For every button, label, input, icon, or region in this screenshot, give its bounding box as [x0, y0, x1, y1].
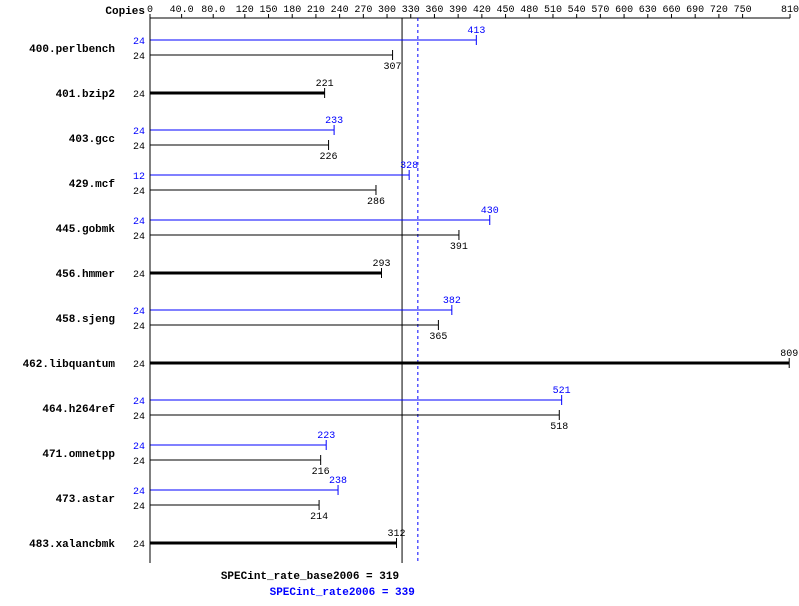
bar-value: 286: [367, 197, 385, 208]
copies-value: 24: [133, 502, 145, 513]
benchmark-name: 471.omnetpp: [42, 449, 115, 461]
bar-value: 226: [320, 152, 338, 163]
bar-value: 293: [372, 259, 390, 270]
bar-value: 328: [400, 161, 418, 172]
copies-value: 12: [133, 172, 145, 183]
tick-label: 120: [236, 5, 254, 16]
benchmark-name: 473.astar: [56, 494, 115, 506]
benchmark-name: 445.gobmk: [56, 224, 116, 236]
copies-value: 24: [133, 270, 145, 281]
tick-label: 80.0: [201, 5, 225, 16]
tick-label: 540: [568, 5, 586, 16]
copies-value: 24: [133, 412, 145, 423]
benchmark-name: 456.hmmer: [56, 269, 115, 281]
copies-value: 24: [133, 457, 145, 468]
copies-value: 24: [133, 442, 145, 453]
tick-label: 600: [615, 5, 633, 16]
bar-value: 518: [550, 422, 568, 433]
tick-label: 390: [449, 5, 467, 16]
bar-value: 216: [312, 467, 330, 478]
copies-value: 24: [133, 397, 145, 408]
benchmark-name: 403.gcc: [69, 134, 115, 146]
copies-value: 24: [133, 217, 145, 228]
tick-label: 420: [473, 5, 491, 16]
tick-label: 690: [686, 5, 704, 16]
bar-value: 221: [316, 79, 334, 90]
tick-label: 360: [425, 5, 443, 16]
copies-header: Copies: [105, 6, 145, 18]
tick-label: 150: [260, 5, 278, 16]
ref-label-base: SPECint_rate_base2006 = 319: [221, 571, 399, 583]
tick-label: 180: [283, 5, 301, 16]
tick-label: 300: [378, 5, 396, 16]
copies-value: 24: [133, 487, 145, 498]
tick-label: 450: [497, 5, 515, 16]
tick-label: 210: [307, 5, 325, 16]
benchmark-name: 483.xalancbmk: [29, 539, 115, 551]
tick-label: 720: [710, 5, 728, 16]
chart-container: 040.080.01201501802102402703003303603904…: [0, 0, 799, 606]
tick-label: 630: [639, 5, 657, 16]
tick-label: 810: [781, 5, 799, 16]
copies-value: 24: [133, 360, 145, 371]
tick-label: 40.0: [170, 5, 194, 16]
bar-value: 413: [467, 26, 485, 37]
copies-value: 24: [133, 127, 145, 138]
benchmark-name: 458.sjeng: [56, 314, 115, 326]
tick-label: 480: [520, 5, 538, 16]
benchmark-name: 400.perlbench: [29, 44, 115, 56]
tick-label: 270: [354, 5, 372, 16]
spec-chart: 040.080.01201501802102402703003303603904…: [0, 0, 799, 606]
benchmark-name: 462.libquantum: [23, 359, 116, 371]
benchmark-name: 429.mcf: [69, 179, 116, 191]
tick-label: 660: [662, 5, 680, 16]
tick-label: 0: [147, 5, 153, 16]
bar-value: 233: [325, 116, 343, 127]
bar-value: 223: [317, 431, 335, 442]
copies-value: 24: [133, 187, 145, 198]
copies-value: 24: [133, 232, 145, 243]
tick-label: 570: [591, 5, 609, 16]
benchmark-name: 464.h264ref: [42, 404, 115, 416]
bar-value: 238: [329, 476, 347, 487]
bar-value: 365: [429, 332, 447, 343]
tick-label: 750: [734, 5, 752, 16]
copies-value: 24: [133, 322, 145, 333]
bar-value: 391: [450, 242, 468, 253]
tick-label: 510: [544, 5, 562, 16]
bar-value: 809: [780, 349, 798, 360]
bar-value: 521: [553, 386, 571, 397]
copies-value: 24: [133, 307, 145, 318]
tick-label: 240: [331, 5, 349, 16]
benchmark-name: 401.bzip2: [56, 89, 115, 101]
bar-value: 430: [481, 206, 499, 217]
copies-value: 24: [133, 142, 145, 153]
bar-value: 382: [443, 296, 461, 307]
copies-value: 24: [133, 52, 145, 63]
bar-value: 307: [384, 62, 402, 73]
tick-label: 330: [402, 5, 420, 16]
copies-value: 24: [133, 90, 145, 101]
bar-value: 214: [310, 512, 328, 523]
bar-value: 312: [388, 529, 406, 540]
ref-label-peak: SPECint_rate2006 = 339: [270, 587, 415, 599]
copies-value: 24: [133, 37, 145, 48]
copies-value: 24: [133, 540, 145, 551]
